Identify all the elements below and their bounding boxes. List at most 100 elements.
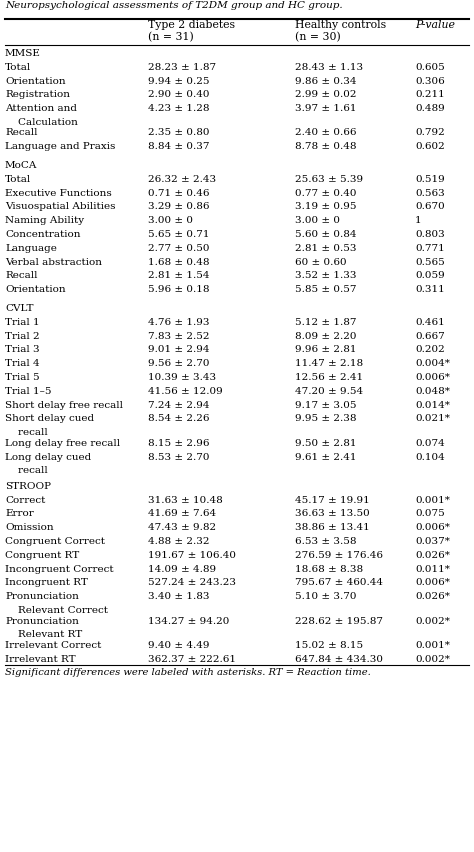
Text: 5.12 ± 1.87: 5.12 ± 1.87 bbox=[295, 318, 356, 327]
Text: MMSE: MMSE bbox=[5, 49, 41, 58]
Text: MoCA: MoCA bbox=[5, 161, 37, 170]
Text: 8.53 ± 2.70: 8.53 ± 2.70 bbox=[148, 452, 210, 462]
Text: 5.96 ± 0.18: 5.96 ± 0.18 bbox=[148, 285, 210, 294]
Text: 38.86 ± 13.41: 38.86 ± 13.41 bbox=[295, 523, 370, 532]
Text: 5.85 ± 0.57: 5.85 ± 0.57 bbox=[295, 285, 356, 294]
Text: 0.059: 0.059 bbox=[415, 272, 445, 280]
Text: 1.68 ± 0.48: 1.68 ± 0.48 bbox=[148, 257, 210, 267]
Text: 3.97 ± 1.61: 3.97 ± 1.61 bbox=[295, 104, 356, 113]
Text: Concentration: Concentration bbox=[5, 230, 81, 239]
Text: Incongruent RT: Incongruent RT bbox=[5, 579, 88, 588]
Text: CVLT: CVLT bbox=[5, 304, 34, 313]
Text: 0.519: 0.519 bbox=[415, 175, 445, 184]
Text: 31.63 ± 10.48: 31.63 ± 10.48 bbox=[148, 496, 223, 504]
Text: 4.23 ± 1.28: 4.23 ± 1.28 bbox=[148, 104, 210, 113]
Text: 8.09 ± 2.20: 8.09 ± 2.20 bbox=[295, 331, 356, 341]
Text: Verbal abstraction: Verbal abstraction bbox=[5, 257, 102, 267]
Text: 9.61 ± 2.41: 9.61 ± 2.41 bbox=[295, 452, 356, 462]
Text: Trial 4: Trial 4 bbox=[5, 360, 40, 368]
Text: 60 ± 0.60: 60 ± 0.60 bbox=[295, 257, 346, 267]
Text: Total: Total bbox=[5, 175, 31, 184]
Text: 134.27 ± 94.20: 134.27 ± 94.20 bbox=[148, 617, 229, 625]
Text: 36.63 ± 13.50: 36.63 ± 13.50 bbox=[295, 509, 370, 519]
Text: 228.62 ± 195.87: 228.62 ± 195.87 bbox=[295, 617, 383, 625]
Text: Relevant RT: Relevant RT bbox=[5, 630, 82, 639]
Text: 3.29 ± 0.86: 3.29 ± 0.86 bbox=[148, 203, 210, 211]
Text: Language and Praxis: Language and Praxis bbox=[5, 142, 115, 152]
Text: 362.37 ± 222.61: 362.37 ± 222.61 bbox=[148, 654, 236, 664]
Text: 15.02 ± 8.15: 15.02 ± 8.15 bbox=[295, 641, 363, 650]
Text: 9.50 ± 2.81: 9.50 ± 2.81 bbox=[295, 439, 356, 448]
Text: 28.23 ± 1.87: 28.23 ± 1.87 bbox=[148, 63, 216, 72]
Text: Omission: Omission bbox=[5, 523, 54, 532]
Text: 8.84 ± 0.37: 8.84 ± 0.37 bbox=[148, 142, 210, 152]
Text: Attention and: Attention and bbox=[5, 104, 77, 113]
Text: Short delay free recall: Short delay free recall bbox=[5, 400, 123, 410]
Text: 0.004*: 0.004* bbox=[415, 360, 450, 368]
Text: 0.211: 0.211 bbox=[415, 90, 445, 100]
Text: 6.53 ± 3.58: 6.53 ± 3.58 bbox=[295, 537, 356, 546]
Text: 0.006*: 0.006* bbox=[415, 373, 450, 382]
Text: 8.78 ± 0.48: 8.78 ± 0.48 bbox=[295, 142, 356, 152]
Text: 0.461: 0.461 bbox=[415, 318, 445, 327]
Text: 9.17 ± 3.05: 9.17 ± 3.05 bbox=[295, 400, 356, 410]
Text: Correct: Correct bbox=[5, 496, 46, 504]
Text: 2.90 ± 0.40: 2.90 ± 0.40 bbox=[148, 90, 210, 100]
Text: 2.35 ± 0.80: 2.35 ± 0.80 bbox=[148, 129, 210, 137]
Text: 0.014*: 0.014* bbox=[415, 400, 450, 410]
Text: P-value: P-value bbox=[415, 20, 455, 30]
Text: Recall: Recall bbox=[5, 129, 37, 137]
Text: 9.94 ± 0.25: 9.94 ± 0.25 bbox=[148, 77, 210, 85]
Text: 0.71 ± 0.46: 0.71 ± 0.46 bbox=[148, 188, 210, 198]
Text: Irrelevant Correct: Irrelevant Correct bbox=[5, 641, 101, 650]
Text: 14.09 ± 4.89: 14.09 ± 4.89 bbox=[148, 565, 216, 573]
Text: 41.56 ± 12.09: 41.56 ± 12.09 bbox=[148, 387, 223, 396]
Text: 25.63 ± 5.39: 25.63 ± 5.39 bbox=[295, 175, 363, 184]
Text: 3.19 ± 0.95: 3.19 ± 0.95 bbox=[295, 203, 356, 211]
Text: Short delay cued: Short delay cued bbox=[5, 415, 94, 423]
Text: recall: recall bbox=[5, 429, 48, 437]
Text: Trial 1–5: Trial 1–5 bbox=[5, 387, 52, 396]
Text: Significant differences were labeled with asterisks. RT = Reaction time.: Significant differences were labeled wit… bbox=[5, 669, 371, 677]
Text: 0.202: 0.202 bbox=[415, 346, 445, 354]
Text: 0.803: 0.803 bbox=[415, 230, 445, 239]
Text: 3.40 ± 1.83: 3.40 ± 1.83 bbox=[148, 592, 210, 602]
Text: Executive Functions: Executive Functions bbox=[5, 188, 112, 198]
Text: 4.88 ± 2.32: 4.88 ± 2.32 bbox=[148, 537, 210, 546]
Text: 0.771: 0.771 bbox=[415, 244, 445, 253]
Text: 0.602: 0.602 bbox=[415, 142, 445, 152]
Text: 47.43 ± 9.82: 47.43 ± 9.82 bbox=[148, 523, 216, 532]
Text: 7.83 ± 2.52: 7.83 ± 2.52 bbox=[148, 331, 210, 341]
Text: 5.65 ± 0.71: 5.65 ± 0.71 bbox=[148, 230, 210, 239]
Text: 0.565: 0.565 bbox=[415, 257, 445, 267]
Text: Irrelevant RT: Irrelevant RT bbox=[5, 654, 76, 664]
Text: 0.075: 0.075 bbox=[415, 509, 445, 519]
Text: 3.00 ± 0: 3.00 ± 0 bbox=[148, 216, 193, 225]
Text: 276.59 ± 176.46: 276.59 ± 176.46 bbox=[295, 551, 383, 560]
Text: Trial 2: Trial 2 bbox=[5, 331, 40, 341]
Text: Type 2 diabetes
(n = 31): Type 2 diabetes (n = 31) bbox=[148, 20, 235, 42]
Text: 3.52 ± 1.33: 3.52 ± 1.33 bbox=[295, 272, 356, 280]
Text: 10.39 ± 3.43: 10.39 ± 3.43 bbox=[148, 373, 216, 382]
Text: 2.99 ± 0.02: 2.99 ± 0.02 bbox=[295, 90, 356, 100]
Text: 191.67 ± 106.40: 191.67 ± 106.40 bbox=[148, 551, 236, 560]
Text: 0.311: 0.311 bbox=[415, 285, 445, 294]
Text: 647.84 ± 434.30: 647.84 ± 434.30 bbox=[295, 654, 383, 664]
Text: 2.81 ± 1.54: 2.81 ± 1.54 bbox=[148, 272, 210, 280]
Text: 0.306: 0.306 bbox=[415, 77, 445, 85]
Text: 795.67 ± 460.44: 795.67 ± 460.44 bbox=[295, 579, 383, 588]
Text: Trial 5: Trial 5 bbox=[5, 373, 40, 382]
Text: 26.32 ± 2.43: 26.32 ± 2.43 bbox=[148, 175, 216, 184]
Text: 0.006*: 0.006* bbox=[415, 579, 450, 588]
Text: 8.15 ± 2.96: 8.15 ± 2.96 bbox=[148, 439, 210, 448]
Text: 0.670: 0.670 bbox=[415, 203, 445, 211]
Text: 9.95 ± 2.38: 9.95 ± 2.38 bbox=[295, 415, 356, 423]
Text: Congruent RT: Congruent RT bbox=[5, 551, 79, 560]
Text: 45.17 ± 19.91: 45.17 ± 19.91 bbox=[295, 496, 370, 504]
Text: Registration: Registration bbox=[5, 90, 70, 100]
Text: Orientation: Orientation bbox=[5, 77, 65, 85]
Text: 0.001*: 0.001* bbox=[415, 496, 450, 504]
Text: 0.563: 0.563 bbox=[415, 188, 445, 198]
Text: 0.026*: 0.026* bbox=[415, 592, 450, 602]
Text: 4.76 ± 1.93: 4.76 ± 1.93 bbox=[148, 318, 210, 327]
